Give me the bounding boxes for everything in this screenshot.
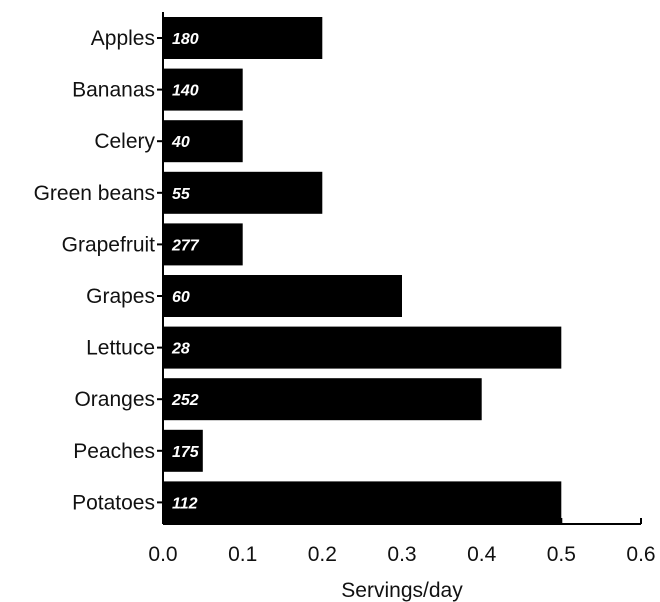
category-label-oranges: Oranges — [74, 388, 155, 411]
category-label-peaches: Peaches — [73, 440, 155, 463]
bar-value-label-potatoes: 112 — [172, 495, 198, 512]
bar-value-label-grapefruit: 277 — [171, 237, 200, 254]
bar-potatoes — [163, 481, 561, 523]
bar-value-label-grapes: 60 — [172, 289, 190, 306]
bar-lettuce — [163, 327, 561, 369]
bar-value-label-apples: 180 — [172, 31, 199, 48]
category-label-grapefruit: Grapefruit — [62, 233, 156, 256]
category-label-apples: Apples — [91, 27, 155, 50]
x-tick-label-0.5: 0.5 — [547, 543, 576, 566]
bar-value-label-oranges: 252 — [171, 392, 199, 409]
x-tick-label-0.4: 0.4 — [467, 543, 497, 566]
x-tick-label-0.1: 0.1 — [228, 543, 257, 566]
x-tick-label-0.6: 0.6 — [626, 543, 655, 566]
bar-value-label-bananas: 140 — [172, 83, 199, 100]
bar-value-label-peaches: 175 — [172, 444, 200, 461]
bar-grapes — [163, 275, 402, 317]
category-label-grapes: Grapes — [86, 285, 155, 308]
category-label-lettuce: Lettuce — [86, 337, 155, 360]
x-tick-label-0.2: 0.2 — [308, 543, 337, 566]
category-label-celery: Celery — [94, 130, 155, 153]
bar-value-label-celery: 40 — [171, 134, 190, 151]
x-tick-label-0.0: 0.0 — [148, 543, 177, 566]
category-label-green-beans: Green beans — [34, 182, 155, 205]
bar-oranges — [163, 378, 482, 420]
category-label-bananas: Bananas — [72, 79, 155, 102]
category-label-potatoes: Potatoes — [72, 491, 155, 514]
x-axis-title: Servings/day — [341, 579, 463, 602]
x-tick-label-0.3: 0.3 — [387, 543, 416, 566]
bars-layer — [163, 17, 561, 523]
bar-value-label-lettuce: 28 — [171, 341, 190, 358]
bar-value-label-green-beans: 55 — [172, 186, 191, 203]
